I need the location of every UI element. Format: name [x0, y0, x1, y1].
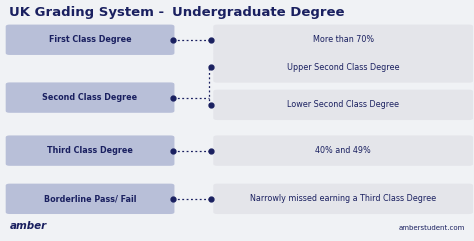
Text: Second Class Degree: Second Class Degree	[43, 93, 137, 102]
Text: More than 70%: More than 70%	[313, 35, 374, 44]
FancyBboxPatch shape	[213, 52, 473, 83]
Text: Borderline Pass/ Fail: Borderline Pass/ Fail	[44, 194, 137, 203]
Text: Third Class Degree: Third Class Degree	[47, 146, 133, 155]
Text: Upper Second Class Degree: Upper Second Class Degree	[287, 63, 400, 72]
Text: UK Grading System -: UK Grading System -	[9, 6, 169, 19]
FancyBboxPatch shape	[213, 90, 473, 120]
FancyBboxPatch shape	[213, 25, 473, 55]
Text: First Class Degree: First Class Degree	[49, 35, 131, 44]
Text: Lower Second Class Degree: Lower Second Class Degree	[287, 100, 399, 109]
Text: Narrowly missed earning a Third Class Degree: Narrowly missed earning a Third Class De…	[250, 194, 436, 203]
Text: amber: amber	[9, 221, 47, 231]
FancyBboxPatch shape	[6, 184, 174, 214]
FancyBboxPatch shape	[6, 25, 174, 55]
FancyBboxPatch shape	[6, 135, 174, 166]
FancyBboxPatch shape	[213, 135, 473, 166]
Text: amberstudent.com: amberstudent.com	[398, 225, 465, 231]
Text: Undergraduate Degree: Undergraduate Degree	[172, 6, 344, 19]
FancyBboxPatch shape	[6, 82, 174, 113]
Text: 40% and 49%: 40% and 49%	[315, 146, 371, 155]
FancyBboxPatch shape	[213, 184, 473, 214]
